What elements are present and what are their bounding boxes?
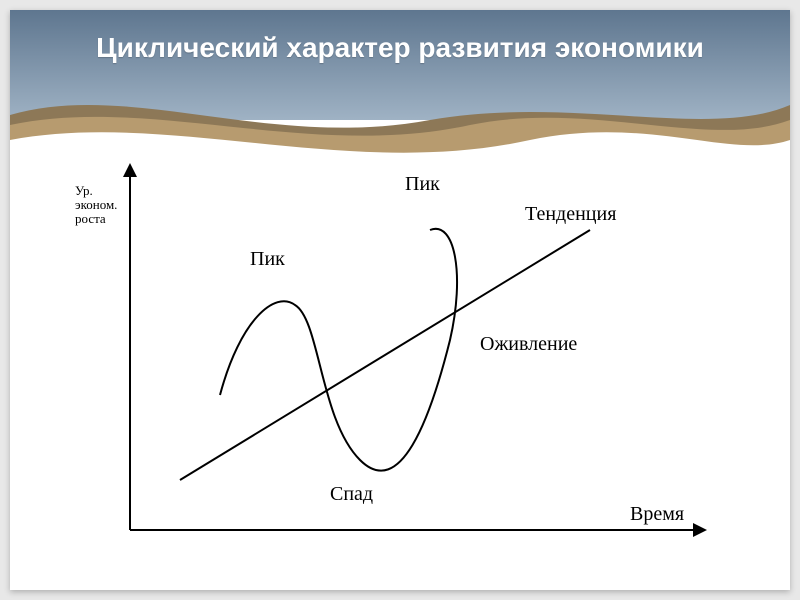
x-axis-label: Время xyxy=(630,503,684,525)
y-axis-label-line1: Ур. xyxy=(75,183,93,198)
label-trough: Спад xyxy=(330,483,373,505)
diagram-svg: Ур. эконом. роста Время Пик Пик Спад Ожи… xyxy=(60,160,740,570)
sky-rect xyxy=(10,10,790,120)
y-axis-label-line2: эконом. xyxy=(75,197,117,212)
label-peak2: Пик xyxy=(405,173,440,195)
label-revival: Оживление xyxy=(480,333,577,355)
y-axis-label: Ур. эконом. роста xyxy=(75,183,121,226)
trend-line xyxy=(180,230,590,480)
economic-cycle-diagram: Ур. эконом. роста Время Пик Пик Спад Ожи… xyxy=(60,160,740,570)
label-trend: Тенденция xyxy=(525,203,616,225)
y-axis-label-line3: роста xyxy=(75,211,106,226)
slide: Циклический характер развития экономики … xyxy=(10,10,790,590)
label-peak1: Пик xyxy=(250,248,285,270)
slide-title: Циклический характер развития экономики xyxy=(10,30,790,65)
